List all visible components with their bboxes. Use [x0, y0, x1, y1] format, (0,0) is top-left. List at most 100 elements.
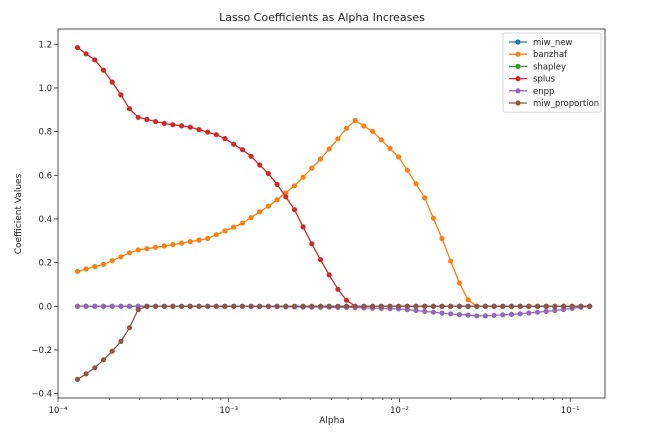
- data-point: [439, 235, 445, 242]
- data-point: [170, 303, 176, 309]
- data-point: [422, 308, 428, 314]
- data-point: [482, 303, 488, 309]
- series-banzhaf: [74, 117, 593, 309]
- data-point: [335, 136, 341, 142]
- data-point: [422, 303, 428, 309]
- data-point: [239, 220, 245, 226]
- data-point: [335, 286, 341, 292]
- data-point: [526, 310, 532, 316]
- data-point: [561, 303, 567, 309]
- chart-title: Lasso Coefficients as Alpha Increases: [219, 11, 425, 24]
- data-point: [153, 244, 159, 250]
- legend-swatch-marker: [515, 88, 521, 94]
- data-point: [153, 119, 159, 125]
- data-point: [343, 303, 350, 309]
- legend-item: miw_proportion: [509, 99, 599, 109]
- data-point: [343, 125, 350, 131]
- data-point: [222, 228, 228, 234]
- data-point: [448, 258, 454, 264]
- data-point: [291, 207, 298, 213]
- data-point: [552, 307, 558, 314]
- data-point: [430, 215, 436, 221]
- data-point: [500, 303, 506, 309]
- y-axis: −0.4 −0.2 0.0 0.2 0.4 0.6 0.8 1.0 1.2: [31, 40, 58, 400]
- series-miw_proportion: [74, 303, 593, 382]
- data-point: [205, 303, 211, 309]
- data-point: [370, 303, 376, 309]
- data-point: [118, 338, 124, 344]
- data-point: [309, 165, 315, 171]
- data-point: [205, 129, 211, 135]
- data-point: [370, 128, 376, 134]
- data-point: [508, 311, 515, 317]
- legend-item: enpp: [509, 87, 554, 97]
- x-tick-label: 10⁻¹: [561, 406, 580, 416]
- legend-label: banzhaf: [533, 50, 568, 60]
- data-point: [248, 153, 254, 159]
- data-point: [517, 311, 523, 317]
- data-point: [109, 303, 115, 309]
- data-point: [274, 303, 280, 309]
- data-point: [578, 303, 584, 309]
- data-point: [422, 195, 428, 201]
- data-point: [83, 266, 89, 272]
- data-point: [526, 303, 532, 309]
- legend-box: [502, 32, 602, 113]
- legend-item: banzhaf: [509, 50, 568, 60]
- legend-item: splus: [509, 75, 556, 85]
- data-point: [309, 303, 315, 309]
- data-point: [239, 147, 245, 153]
- data-point: [231, 303, 237, 309]
- data-point: [456, 280, 462, 286]
- legend-label: splus: [533, 75, 556, 85]
- data-point: [100, 357, 107, 363]
- data-point: [74, 268, 81, 274]
- data-point: [83, 51, 89, 57]
- legend-swatch-marker: [515, 63, 521, 69]
- data-point: [231, 141, 237, 147]
- data-point: [491, 312, 497, 318]
- y-tick-label: 0.4: [38, 215, 52, 225]
- data-point: [92, 303, 98, 309]
- data-point: [83, 303, 89, 309]
- data-point: [543, 308, 549, 314]
- data-point: [439, 303, 445, 309]
- data-point: [326, 303, 332, 309]
- y-tick-label: −0.2: [31, 346, 52, 356]
- data-point: [126, 250, 133, 256]
- data-point: [517, 303, 523, 309]
- data-point: [161, 120, 167, 126]
- data-point: [430, 309, 436, 315]
- data-point: [474, 313, 480, 319]
- y-tick-label: 0.0: [38, 302, 52, 312]
- data-point: [317, 156, 324, 162]
- y-tick-label: 0.8: [38, 128, 52, 138]
- data-point: [309, 241, 315, 247]
- data-point: [448, 303, 454, 309]
- y-tick-label: −0.4: [31, 390, 52, 400]
- data-point: [205, 235, 211, 242]
- data-point: [543, 303, 549, 309]
- x-axis: 10⁻⁴ 10⁻³ 10⁻² 10⁻¹: [49, 398, 580, 416]
- data-point: [109, 79, 115, 85]
- data-point: [456, 312, 462, 318]
- legend-label: miw_new: [533, 38, 572, 48]
- data-point: [170, 122, 176, 128]
- data-point: [265, 303, 271, 309]
- legend-swatch-marker: [515, 76, 521, 82]
- data-point: [144, 116, 150, 122]
- data-point: [439, 310, 445, 316]
- data-point: [300, 303, 306, 309]
- data-point: [196, 303, 202, 309]
- series-layer: [74, 45, 593, 382]
- data-point: [109, 258, 115, 264]
- data-point: [118, 303, 124, 309]
- data-point: [265, 203, 271, 209]
- data-point: [213, 232, 219, 238]
- data-point: [222, 136, 228, 142]
- data-point: [231, 224, 237, 230]
- data-point: [448, 311, 454, 317]
- data-point: [135, 114, 141, 120]
- data-point: [326, 146, 332, 152]
